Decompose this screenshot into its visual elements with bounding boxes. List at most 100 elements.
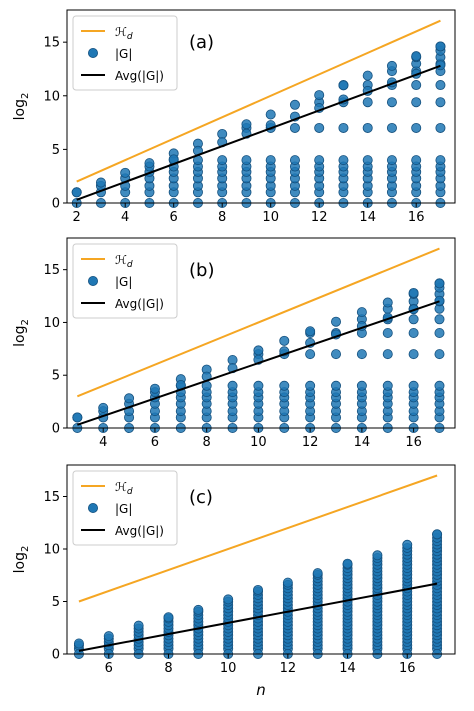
y-axis-label: log2 (12, 93, 31, 121)
avg-line (78, 582, 438, 652)
x-tick-label: 6 (170, 210, 178, 225)
y-axis-label: log2 (12, 319, 31, 347)
legend-g-swatch (88, 48, 99, 59)
g-point (432, 529, 443, 540)
g-point (265, 155, 276, 166)
y-tick-label: 10 (43, 316, 60, 331)
y-tick-label: 5 (52, 595, 60, 610)
legend-box (72, 470, 178, 546)
hd-line (78, 474, 438, 603)
g-point (434, 295, 445, 306)
g-point (434, 314, 445, 325)
x-tick-label: 10 (262, 210, 279, 225)
legend-g-swatch (88, 275, 99, 286)
y-tick-label: 10 (43, 543, 60, 558)
g-point (163, 612, 174, 623)
g-point (372, 550, 383, 561)
g-point (144, 158, 155, 169)
g-point (279, 380, 290, 391)
g-point (282, 577, 293, 588)
g-point (217, 155, 228, 166)
y-tick-label: 0 (52, 197, 60, 212)
g-point (434, 349, 445, 360)
panel-label: (a) (189, 32, 214, 53)
y-tick-label: 15 (43, 263, 60, 278)
axes-frame (66, 237, 456, 429)
g-point (72, 412, 83, 423)
g-points (71, 41, 446, 208)
g-point (362, 97, 373, 108)
y-tick-label: 5 (52, 143, 60, 158)
x-tick-label: 16 (408, 210, 425, 225)
x-tick-label: 8 (218, 210, 226, 225)
x-tick-label: 14 (354, 435, 371, 450)
g-point (314, 90, 325, 101)
x-tick-label: 16 (405, 435, 422, 450)
g-point (289, 155, 300, 166)
axes-frame (66, 9, 456, 204)
g-point (411, 122, 422, 133)
panel-label: (b) (189, 260, 214, 281)
g-point (402, 539, 413, 550)
g-point (193, 604, 204, 615)
g-point (435, 155, 446, 166)
g-point (133, 620, 144, 631)
avg-line (76, 64, 441, 201)
g-point (223, 594, 234, 605)
axes-frame (66, 464, 456, 655)
g-point (241, 119, 252, 130)
x-tick-label: 12 (302, 435, 319, 450)
g-point (120, 167, 131, 178)
g-point (382, 380, 393, 391)
g-point (386, 97, 397, 108)
legend-g-label: |G| (115, 275, 132, 289)
g-point (338, 80, 349, 91)
g-point (331, 349, 342, 360)
g-points (72, 278, 445, 433)
x-tick-label: 8 (203, 435, 211, 450)
legend-avg-label: Avg(|G|) (115, 69, 164, 83)
g-point (356, 380, 367, 391)
g-point (265, 109, 276, 120)
g-point (103, 631, 114, 642)
g-point (386, 60, 397, 71)
legend-avg-label: Avg(|G|) (115, 297, 164, 311)
x-tick-label: 12 (280, 661, 297, 676)
g-point (149, 383, 160, 394)
g-point (362, 70, 373, 81)
g-point (305, 380, 316, 391)
x-tick-label: 6 (105, 661, 113, 676)
legend-avg-label: Avg(|G|) (115, 524, 164, 538)
g-point (253, 584, 264, 595)
x-tick-label: 14 (339, 661, 356, 676)
g-point (241, 155, 252, 166)
y-tick-label: 5 (52, 369, 60, 384)
g-point (434, 327, 445, 338)
g-point (289, 122, 300, 133)
y-tick-label: 15 (43, 36, 60, 51)
legend: ℋd|G|Avg(|G|) (72, 243, 178, 319)
x-tick-label: 12 (311, 210, 328, 225)
g-point (362, 155, 373, 166)
g-point (435, 41, 446, 52)
hd-line (76, 247, 440, 398)
y-tick-label: 0 (52, 422, 60, 437)
x-tick-label: 10 (220, 661, 237, 676)
g-point (331, 380, 342, 391)
y-axis-label: log2 (12, 546, 31, 574)
g-point (73, 638, 84, 649)
x-tick-label: 2 (73, 210, 81, 225)
g-point (411, 97, 422, 108)
y-tick-label: 10 (43, 89, 60, 104)
g-point (434, 278, 445, 289)
g-point (305, 349, 316, 360)
g-point (411, 51, 422, 62)
g-point (124, 393, 135, 404)
g-point (338, 122, 349, 133)
g-point (227, 380, 238, 391)
g-point (434, 380, 445, 391)
g-point (408, 349, 419, 360)
